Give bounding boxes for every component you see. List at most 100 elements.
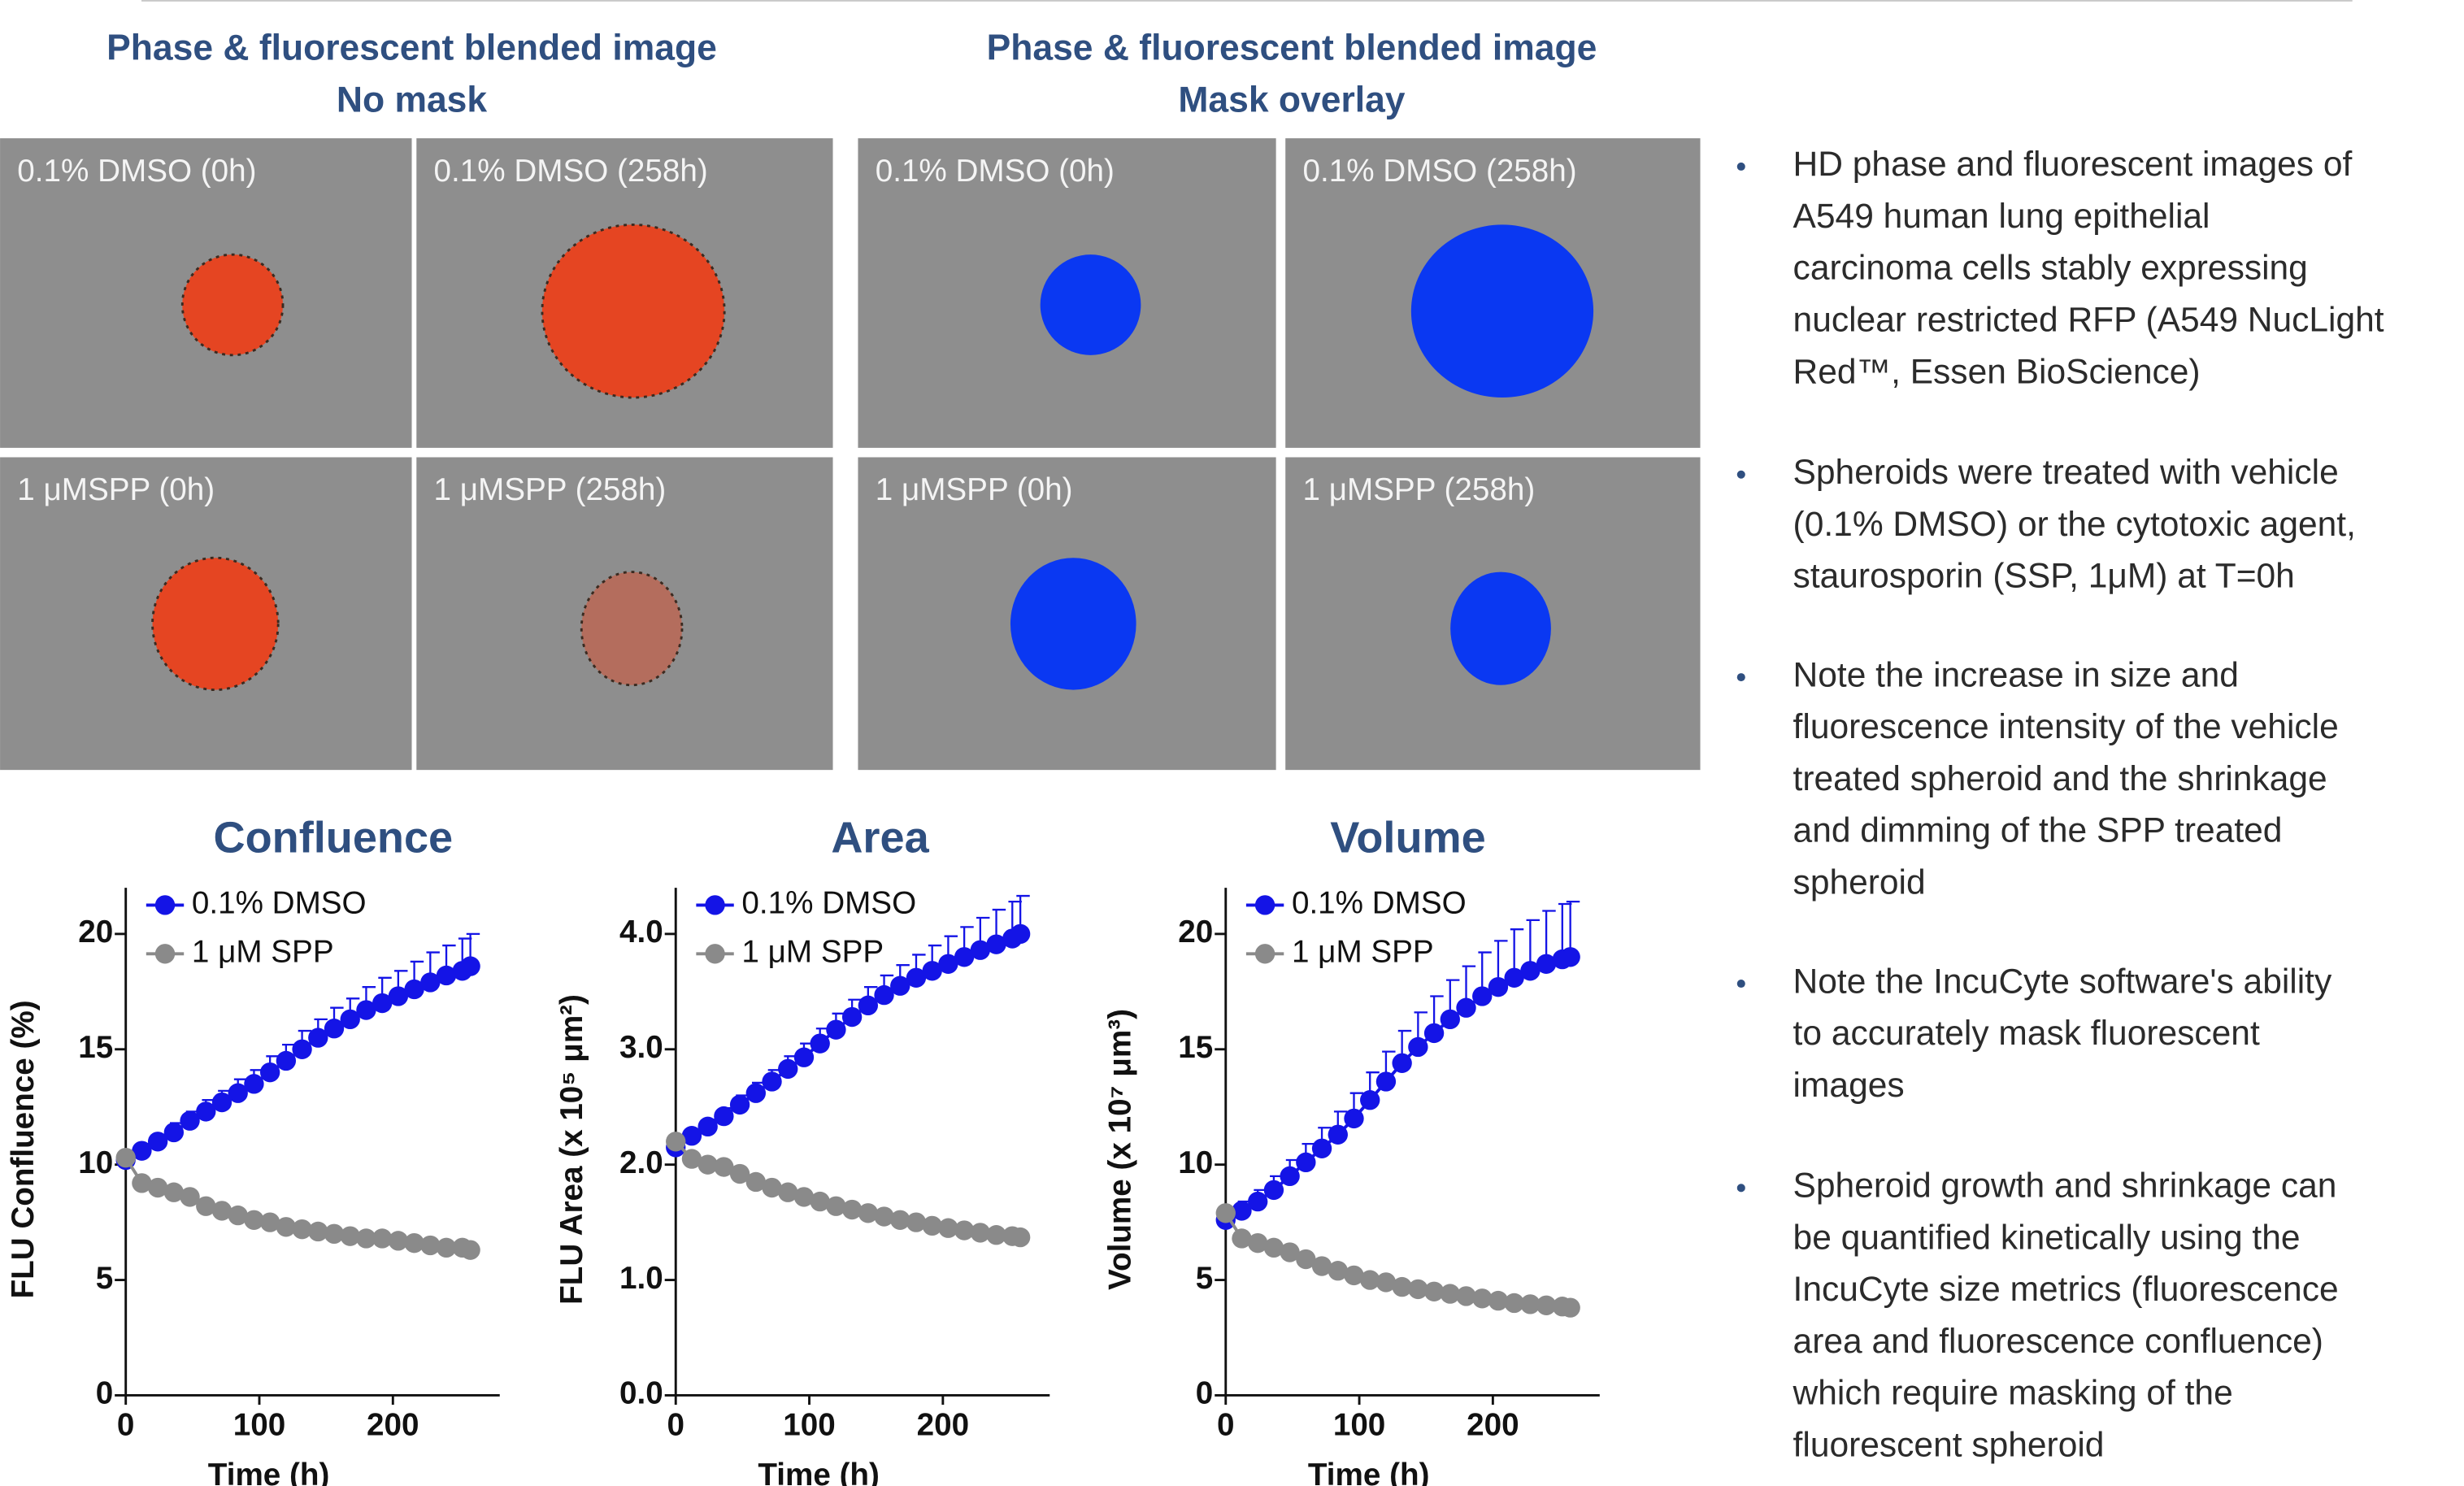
legend-label: 0.1% DMSO <box>1292 886 1467 921</box>
y-tick-label: 15 <box>1178 1030 1213 1065</box>
bullet-text: treated spheroid and the shrinkage <box>1793 760 2327 798</box>
x-axis-label: Time (h) <box>208 1458 330 1486</box>
data-point <box>714 1106 733 1126</box>
bullet-text: fluorescent spheroid <box>1793 1426 2105 1464</box>
spheroid <box>581 572 682 685</box>
x-tick-label: 100 <box>1333 1407 1385 1442</box>
panel-title: Phase & fluorescent blended image <box>106 28 717 68</box>
data-point <box>460 1241 480 1260</box>
x-tick-label: 0 <box>667 1407 684 1442</box>
y-tick-label: 5 <box>96 1261 113 1296</box>
y-tick-label: 0 <box>96 1376 113 1411</box>
data-point <box>826 1019 845 1039</box>
bullet-dot <box>1737 1184 1745 1192</box>
bullet-text: IncuCyte size metrics (fluorescence <box>1793 1271 2339 1309</box>
bullet-text: spheroid <box>1793 863 1926 902</box>
y-tick-label: 15 <box>78 1030 113 1065</box>
bullet-text: which require masking of the <box>1793 1375 2233 1413</box>
data-point <box>778 1059 797 1079</box>
data-point <box>244 1074 263 1093</box>
bullet-text: Note the increase in size and <box>1793 656 2239 694</box>
data-point <box>1280 1167 1299 1186</box>
legend-marker <box>155 895 175 915</box>
data-point <box>1456 998 1475 1018</box>
data-point <box>762 1071 781 1091</box>
y-axis-label: FLU Area (x 10⁵ μm²) <box>554 994 589 1305</box>
image-label: 0.1% DMSO (258h) <box>1302 154 1576 189</box>
bullet-text: HD phase and fluorescent images of <box>1793 146 2353 184</box>
y-tick-label: 10 <box>78 1145 113 1180</box>
y-tick-label: 2.0 <box>619 1145 663 1180</box>
spheroid <box>153 558 279 689</box>
data-point <box>1216 1203 1236 1223</box>
series-line <box>1226 957 1571 1220</box>
poster: Phase & fluorescent blended image No mask… <box>0 0 2464 1486</box>
x-axis-label: Time (h) <box>758 1458 880 1486</box>
data-point <box>1441 1010 1460 1029</box>
bullet-dot <box>1737 673 1745 681</box>
spheroid <box>1010 558 1136 689</box>
x-tick-label: 0 <box>117 1407 135 1442</box>
bullet-text: fluorescence intensity of the vehicle <box>1793 708 2339 746</box>
data-point <box>1264 1180 1284 1200</box>
chart-title: Volume <box>1330 813 1485 862</box>
legend-label: 1 μM SPP <box>741 935 884 970</box>
panel-title: Mask overlay <box>1178 80 1405 119</box>
y-tick-label: 5 <box>1196 1261 1214 1296</box>
data-point <box>164 1123 184 1142</box>
y-axis-label: Volume (x 10⁷ μm³) <box>1102 1009 1137 1290</box>
y-axis-label: FLU Confluence (%) <box>6 1000 41 1298</box>
spheroid <box>182 254 283 355</box>
bullet-text: carcinoma cells stably expressing <box>1793 250 2308 288</box>
legend-marker <box>705 944 724 963</box>
data-point <box>1010 1227 1030 1247</box>
data-point <box>794 1048 814 1067</box>
y-tick-label: 20 <box>1178 915 1213 949</box>
data-point <box>730 1095 750 1114</box>
bullet-dot <box>1737 980 1745 988</box>
bullet-text: Spheroid growth and shrinkage can <box>1793 1167 2337 1206</box>
x-tick-label: 200 <box>1467 1407 1519 1442</box>
bullet-text: Spheroids were treated with vehicle <box>1793 454 2339 492</box>
bullet-text: staurosporin (SSP, 1μM) at T=0h <box>1793 558 2295 596</box>
image-label: 0.1% DMSO (258h) <box>434 154 708 189</box>
bullet-text: be quantified kinetically using the <box>1793 1219 2301 1257</box>
y-tick-label: 0 <box>1196 1376 1214 1411</box>
page: {"panels": [ {"title": ["Phase & fluores… <box>0 0 2464 1486</box>
y-tick-label: 1.0 <box>619 1261 663 1296</box>
data-point <box>1360 1090 1380 1110</box>
panel-title: Phase & fluorescent blended image <box>987 28 1597 68</box>
x-tick-label: 100 <box>233 1407 285 1442</box>
data-point <box>1312 1139 1332 1158</box>
bullet-text: Note the IncuCyte software's ability <box>1793 962 2332 1001</box>
legend-label: 1 μM SPP <box>1292 935 1434 970</box>
bullet-text: (0.1% DMSO) or the cytotoxic agent, <box>1793 506 2356 544</box>
bullet-text: nuclear restricted RFP (A549 NucLight <box>1793 301 2384 339</box>
bullet-text: area and fluorescence confluence) <box>1793 1323 2323 1361</box>
bullet-text: images <box>1793 1067 1905 1105</box>
data-point <box>1560 947 1580 967</box>
data-point <box>810 1034 830 1054</box>
x-axis-label: Time (h) <box>1308 1458 1430 1486</box>
image-label: 1 μMSPP (258h) <box>1302 472 1535 507</box>
legend-marker <box>705 895 724 915</box>
x-tick-label: 100 <box>783 1407 835 1442</box>
data-point <box>842 1007 862 1027</box>
data-point <box>116 1148 136 1167</box>
bullet-text: Red™, Essen BioScience) <box>1793 353 2201 391</box>
y-tick-label: 0.0 <box>619 1376 663 1411</box>
image-label: 1 μMSPP (0h) <box>17 472 215 507</box>
image-label: 1 μMSPP (258h) <box>434 472 667 507</box>
data-point <box>1328 1125 1348 1145</box>
image-label: 0.1% DMSO (0h) <box>876 154 1115 189</box>
data-point <box>1560 1297 1580 1317</box>
y-tick-label: 20 <box>78 915 113 949</box>
legend-marker <box>155 944 175 963</box>
chart-title: Area <box>831 813 929 862</box>
legend-label: 0.1% DMSO <box>741 886 916 921</box>
x-tick-label: 200 <box>917 1407 969 1442</box>
bullet-text: to accurately mask fluorescent <box>1793 1015 2260 1053</box>
bullet-text: and dimming of the SPP treated <box>1793 812 2283 850</box>
data-point <box>1296 1153 1315 1172</box>
panel-title: No mask <box>337 80 488 119</box>
